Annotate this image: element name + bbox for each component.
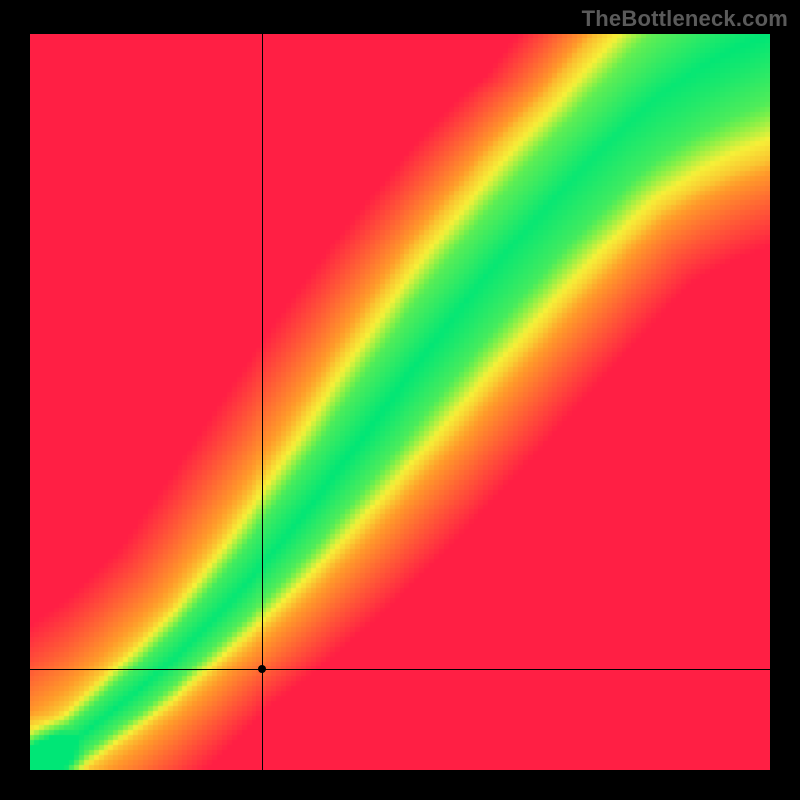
heatmap-canvas xyxy=(30,34,770,770)
selection-marker xyxy=(258,665,266,673)
crosshair-horizontal xyxy=(30,669,770,670)
crosshair-vertical xyxy=(262,34,263,770)
chart-container: TheBottleneck.com xyxy=(0,0,800,800)
watermark-text: TheBottleneck.com xyxy=(582,6,788,32)
plot-area xyxy=(30,34,770,770)
